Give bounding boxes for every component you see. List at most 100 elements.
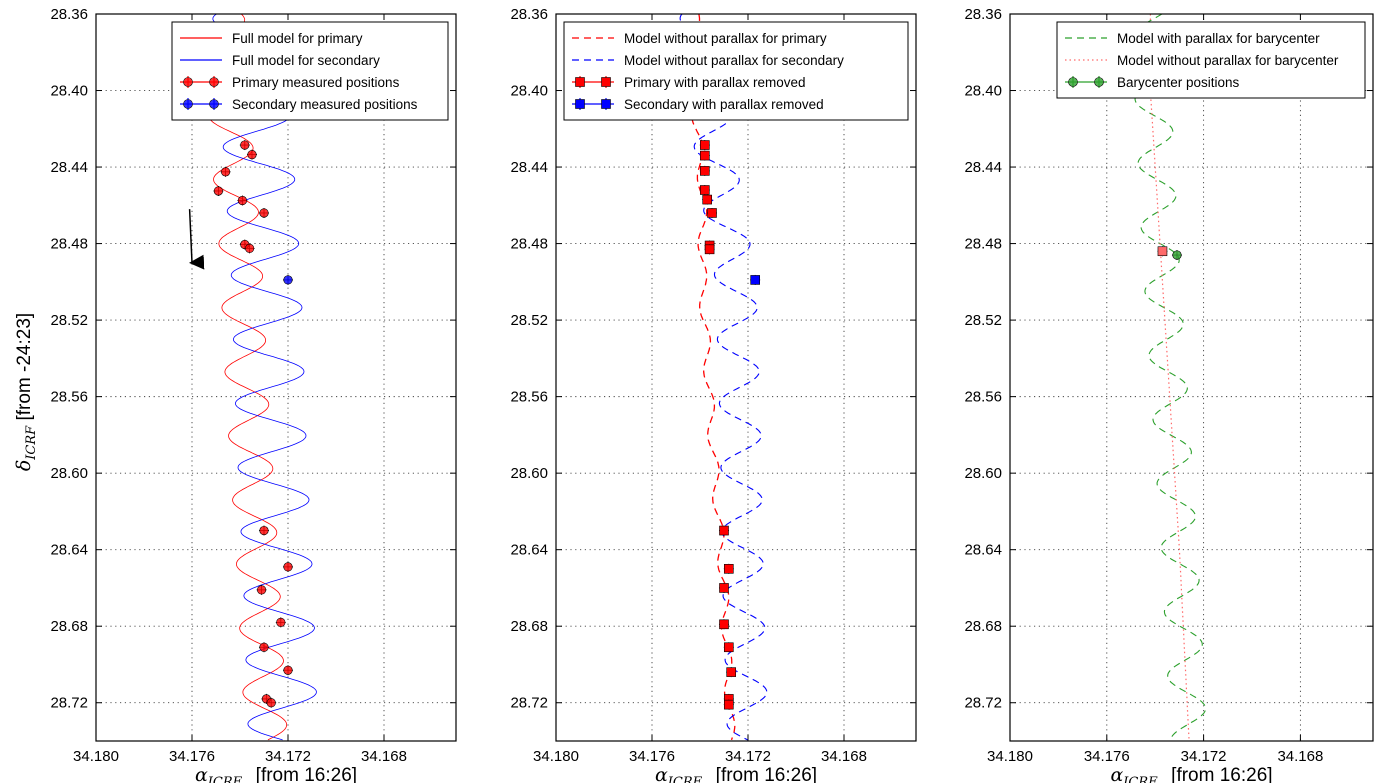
direction-arrow <box>188 209 205 270</box>
legend-label: Model without parallax for barycenter <box>1117 53 1339 68</box>
legend-swatch-circle <box>209 99 219 109</box>
y-axis-label-subscript: ICRF <box>24 425 39 461</box>
legend-swatch-square <box>575 99 585 109</box>
legend-label: Model without parallax for secondary <box>624 53 844 68</box>
legend-label: Secondary measured positions <box>232 97 418 112</box>
x-axis-label-suffix: [from 16:26] <box>1171 765 1272 783</box>
data-point-square <box>723 642 734 653</box>
x-axis-label-suffix: [from 16:26] <box>256 765 357 783</box>
data-point-square <box>719 583 729 593</box>
y-tick-label: 28.48 <box>50 236 88 253</box>
y-tick-label: 28.64 <box>964 542 1002 559</box>
data-point-square <box>699 150 710 161</box>
curve-1 <box>203 14 288 741</box>
x-tick-label: 34.180 <box>987 748 1033 765</box>
data-point-square <box>1157 246 1168 257</box>
legend-box <box>1056 21 1366 99</box>
legend-swatch-square <box>601 77 611 87</box>
data-point-circle <box>276 617 286 627</box>
y-tick-label: 28.40 <box>510 83 548 100</box>
panel-2: 34.180 34.176 34.172 34.168 28.36 28.40 28.44 2… <box>510 6 917 783</box>
legend-label: Model without parallax for primary <box>624 31 827 46</box>
y-tick-label: 28.52 <box>50 312 88 329</box>
x-axis-label-subscript: ICRF <box>207 775 243 783</box>
x-tick-label: 34.168 <box>821 748 867 765</box>
y-tick-label: 28.72 <box>50 695 88 712</box>
y-tick-label: 28.72 <box>964 695 1002 712</box>
data-point-square <box>699 140 710 150</box>
x-tick-label: 34.172 <box>725 748 771 765</box>
data-point-circle <box>1172 250 1182 260</box>
x-tick-label: 34.172 <box>265 748 311 765</box>
y-tick-label: 28.56 <box>50 389 88 406</box>
curve-2 <box>679 14 768 741</box>
x-tick-label: 34.180 <box>533 748 579 765</box>
plot-frame <box>1009 13 1374 742</box>
legend: Full model for primary Full model for sec… <box>171 21 449 121</box>
curve-2 <box>1149 14 1190 740</box>
data-point-square <box>719 525 729 536</box>
y-tick-label: 28.36 <box>50 6 88 23</box>
x-axis-label-suffix: [from 16:26] <box>716 765 817 783</box>
x-axis-label-symbol: α <box>1110 764 1123 783</box>
y-tick-label: 28.44 <box>510 159 548 176</box>
legend: Model without parallax for primary Model … <box>563 21 909 121</box>
legend-swatch-square <box>601 99 611 109</box>
data-point-circle <box>259 642 269 652</box>
data-point-circle <box>245 243 255 253</box>
y-tick-label: 28.68 <box>510 618 548 635</box>
data-point-circle <box>237 195 247 206</box>
y-tick-label: 28.56 <box>510 389 548 406</box>
legend-label: Secondary with parallax removed <box>624 97 824 112</box>
data-point-circle <box>259 208 269 218</box>
x-tick-label: 34.176 <box>629 748 675 765</box>
y-tick-label: 28.60 <box>510 465 548 482</box>
data-point-square <box>726 667 737 677</box>
legend-swatch-square <box>575 77 585 87</box>
grid <box>95 13 456 741</box>
grid <box>1009 13 1373 741</box>
grid <box>555 13 916 741</box>
legend-label: Full model for primary <box>232 31 363 46</box>
legend: Model with parallax for barycenter Model … <box>1056 21 1366 99</box>
legend-label: Primary measured positions <box>232 75 400 90</box>
y-tick-label: 28.48 <box>964 236 1002 253</box>
x-tick-label: 34.176 <box>1084 748 1130 765</box>
x-tick-label: 34.180 <box>73 748 119 765</box>
data-point-square <box>699 166 710 176</box>
y-tick-label: 28.44 <box>50 159 88 176</box>
y-tick-label: 28.44 <box>964 159 1002 176</box>
y-tick-label: 28.60 <box>50 465 88 482</box>
data-point-circle <box>240 140 250 150</box>
y-axis-label-suffix: [from -24:23] <box>14 313 35 421</box>
y-tick-label: 28.64 <box>510 542 548 559</box>
plot-frame <box>95 13 457 742</box>
x-axis-label-symbol: α <box>195 764 208 783</box>
data-point-square <box>707 208 717 218</box>
y-tick-label: 28.52 <box>510 312 548 329</box>
legend-label: Primary with parallax removed <box>624 75 806 90</box>
y-tick-label: 28.40 <box>50 83 88 100</box>
data-point-square <box>719 619 729 630</box>
data-point-circle <box>259 525 269 536</box>
legend-box <box>563 21 909 121</box>
y-tick-label: 28.52 <box>964 312 1002 329</box>
y-tick-label: 28.36 <box>964 6 1002 23</box>
y-tick-label: 28.60 <box>964 465 1002 482</box>
data-point-square <box>723 699 734 710</box>
x-tick-label: 34.176 <box>169 748 215 765</box>
legend-label: Full model for secondary <box>232 53 380 68</box>
y-tick-label: 28.48 <box>510 236 548 253</box>
data-point-square <box>699 185 710 195</box>
x-axis-label: αICRF [from 16:26] <box>1110 764 1272 783</box>
data-point-square <box>750 275 761 285</box>
legend-label: Model with parallax for barycenter <box>1117 31 1320 46</box>
panel-1: 34.180 34.176 34.172 34.168 28.36 28.40 28.44 2… <box>50 6 457 783</box>
data-point-square <box>723 564 734 574</box>
x-axis-label-subscript: ICRF <box>667 775 703 783</box>
y-tick-label: 28.36 <box>510 6 548 23</box>
legend-swatch-circle <box>1094 77 1104 87</box>
y-axis-label: δICRF [from -24:23] <box>13 313 39 471</box>
y-tick-label: 28.56 <box>964 389 1002 406</box>
curve-1 <box>690 14 736 741</box>
